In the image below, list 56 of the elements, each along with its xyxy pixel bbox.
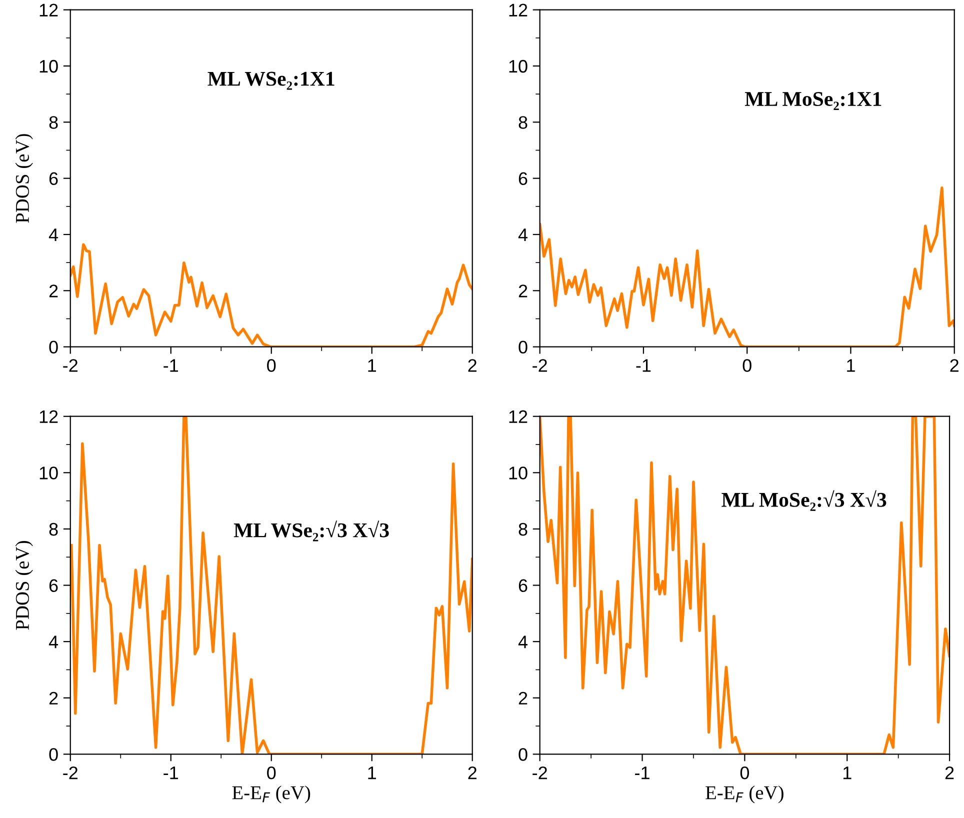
y-axis-title: PDOS (eV) xyxy=(15,541,33,630)
x-tick-label: 2 xyxy=(468,359,476,372)
y-tick-label: 2 xyxy=(518,692,528,704)
x-tick-label: -1 xyxy=(164,359,178,372)
y-tick-label: 4 xyxy=(48,228,58,242)
y-tick-label: 2 xyxy=(49,692,58,704)
y-tick-label: 0 xyxy=(49,340,58,354)
x-tick-label: -2 xyxy=(63,766,78,780)
y-tick-label: 12 xyxy=(509,4,528,16)
x-tick-label: 0 xyxy=(740,766,750,780)
y-tick-label: 0 xyxy=(49,748,58,761)
annotation: ML WSe₂:√3 X√3 xyxy=(234,520,389,542)
x-tick-label: -1 xyxy=(164,766,178,780)
x-tick-label: 1 xyxy=(368,359,376,372)
y-tick-label: 8 xyxy=(518,116,528,129)
x-tick-label: -1 xyxy=(635,766,650,780)
y-axis-title: PDOS (eV) xyxy=(15,134,33,223)
x-tick-label: 2 xyxy=(468,766,476,780)
y-tick-label: 8 xyxy=(49,522,58,536)
annotation: ML MoSe₂:1X1 xyxy=(744,92,882,110)
y-tick-label: 10 xyxy=(509,466,528,480)
x-tick-label: 0 xyxy=(267,359,276,372)
y-tick-label: 6 xyxy=(518,172,528,186)
x-axis-title: E-E$_{F}$ (eV) xyxy=(706,786,784,804)
y-tick-label: 4 xyxy=(518,636,528,648)
x-tick-label: -2 xyxy=(532,766,547,780)
x-tick-label: 1 xyxy=(847,359,855,372)
y-tick-label: 2 xyxy=(518,284,528,298)
y-tick-label: 6 xyxy=(49,172,58,186)
y-tick-label: 0 xyxy=(518,340,528,354)
annotation: ML MoSe₂:√3 X√3 xyxy=(722,490,886,511)
y-tick-label: 10 xyxy=(40,466,58,480)
y-tick-label: 8 xyxy=(49,116,58,129)
y-tick-label: 10 xyxy=(509,60,528,73)
y-tick-label: 12 xyxy=(40,410,58,423)
y-tick-label: 0 xyxy=(518,748,528,761)
x-axis-title: E-E$_{F}$ (eV) xyxy=(232,786,310,804)
x-tick-label: 0 xyxy=(267,766,276,780)
annotation: ML WSe₂:1X1 xyxy=(208,72,334,90)
x-tick-label: -2 xyxy=(63,359,78,372)
y-tick-label: 2 xyxy=(49,284,58,298)
y-tick-label: 4 xyxy=(48,636,58,648)
y-tick-label: 6 xyxy=(518,579,528,592)
x-tick-label: 2 xyxy=(945,766,954,780)
y-tick-label: 10 xyxy=(40,60,58,73)
x-tick-label: -1 xyxy=(636,359,651,372)
y-tick-label: 12 xyxy=(509,410,528,423)
x-tick-label: -2 xyxy=(532,359,547,372)
x-tick-label: 0 xyxy=(742,359,752,372)
y-tick-label: 12 xyxy=(40,4,58,16)
y-tick-label: 8 xyxy=(518,522,528,536)
y-tick-label: 4 xyxy=(518,228,528,242)
x-tick-label: 1 xyxy=(368,766,376,780)
x-tick-label: 2 xyxy=(950,359,958,372)
y-tick-label: 6 xyxy=(49,579,58,592)
x-tick-label: 1 xyxy=(843,766,852,780)
